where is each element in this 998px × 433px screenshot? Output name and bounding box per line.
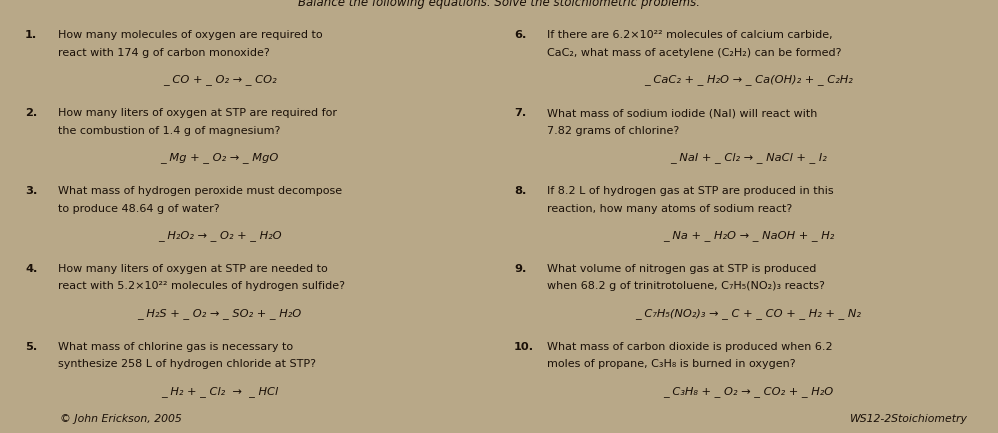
Text: _ C₃H₈ + _ O₂ → _ CO₂ + _ H₂O: _ C₃H₈ + _ O₂ → _ CO₂ + _ H₂O	[664, 386, 833, 397]
Text: 5.: 5.	[25, 342, 37, 352]
Text: What mass of sodium iodide (NaI) will react with: What mass of sodium iodide (NaI) will re…	[547, 108, 817, 118]
Text: CaC₂, what mass of acetylene (C₂H₂) can be formed?: CaC₂, what mass of acetylene (C₂H₂) can …	[547, 48, 841, 58]
Text: 8.: 8.	[514, 186, 526, 196]
Text: If there are 6.2×10²² molecules of calcium carbide,: If there are 6.2×10²² molecules of calci…	[547, 30, 832, 40]
Text: © John Erickson, 2005: © John Erickson, 2005	[60, 414, 182, 424]
Text: What mass of chlorine gas is necessary to: What mass of chlorine gas is necessary t…	[58, 342, 293, 352]
Text: 2.: 2.	[25, 108, 37, 118]
Text: _ CaC₂ + _ H₂O → _ Ca(OH)₂ + _ C₂H₂: _ CaC₂ + _ H₂O → _ Ca(OH)₂ + _ C₂H₂	[644, 74, 853, 85]
Text: _ C₇H₅(NO₂)₃ → _ C + _ CO + _ H₂ + _ N₂: _ C₇H₅(NO₂)₃ → _ C + _ CO + _ H₂ + _ N₂	[636, 308, 861, 319]
Text: the combustion of 1.4 g of magnesium?: the combustion of 1.4 g of magnesium?	[58, 126, 280, 136]
Text: 10.: 10.	[514, 342, 534, 352]
Text: _ H₂ + _ Cl₂  →  _ HCl: _ H₂ + _ Cl₂ → _ HCl	[161, 386, 278, 397]
Text: _ CO + _ O₂ → _ CO₂: _ CO + _ O₂ → _ CO₂	[163, 74, 276, 85]
Text: reaction, how many atoms of sodium react?: reaction, how many atoms of sodium react…	[547, 204, 792, 213]
Text: _ NaI + _ Cl₂ → _ NaCl + _ I₂: _ NaI + _ Cl₂ → _ NaCl + _ I₂	[670, 152, 827, 163]
Text: What mass of hydrogen peroxide must decompose: What mass of hydrogen peroxide must deco…	[58, 186, 342, 196]
Text: to produce 48.64 g of water?: to produce 48.64 g of water?	[58, 204, 220, 213]
Text: react with 174 g of carbon monoxide?: react with 174 g of carbon monoxide?	[58, 48, 269, 58]
Text: _ Na + _ H₂O → _ NaOH + _ H₂: _ Na + _ H₂O → _ NaOH + _ H₂	[663, 230, 834, 241]
Text: Balance the following equations. Solve the stoichiometric problems.: Balance the following equations. Solve t…	[298, 0, 700, 9]
Text: WS12-2Stoichiometry: WS12-2Stoichiometry	[850, 414, 968, 424]
Text: 7.: 7.	[514, 108, 526, 118]
Text: 1.: 1.	[25, 30, 37, 40]
Text: 4.: 4.	[25, 264, 37, 274]
Text: 9.: 9.	[514, 264, 526, 274]
Text: 3.: 3.	[25, 186, 37, 196]
Text: 7.82 grams of chlorine?: 7.82 grams of chlorine?	[547, 126, 680, 136]
Text: 6.: 6.	[514, 30, 526, 40]
Text: when 68.2 g of trinitrotoluene, C₇H₅(NO₂)₃ reacts?: when 68.2 g of trinitrotoluene, C₇H₅(NO₂…	[547, 281, 824, 291]
Text: How many liters of oxygen at STP are needed to: How many liters of oxygen at STP are nee…	[58, 264, 327, 274]
Text: How many liters of oxygen at STP are required for: How many liters of oxygen at STP are req…	[58, 108, 337, 118]
Text: If 8.2 L of hydrogen gas at STP are produced in this: If 8.2 L of hydrogen gas at STP are prod…	[547, 186, 833, 196]
Text: _ Mg + _ O₂ → _ MgO: _ Mg + _ O₂ → _ MgO	[161, 152, 278, 163]
Text: react with 5.2×10²² molecules of hydrogen sulfide?: react with 5.2×10²² molecules of hydroge…	[58, 281, 345, 291]
Text: How many molecules of oxygen are required to: How many molecules of oxygen are require…	[58, 30, 322, 40]
Text: What mass of carbon dioxide is produced when 6.2: What mass of carbon dioxide is produced …	[547, 342, 832, 352]
Text: moles of propane, C₃H₈ is burned in oxygen?: moles of propane, C₃H₈ is burned in oxyg…	[547, 359, 795, 369]
Text: _ H₂O₂ → _ O₂ + _ H₂O: _ H₂O₂ → _ O₂ + _ H₂O	[158, 230, 281, 241]
Text: _ H₂S + _ O₂ → _ SO₂ + _ H₂O: _ H₂S + _ O₂ → _ SO₂ + _ H₂O	[138, 308, 301, 319]
Text: synthesize 258 L of hydrogen chloride at STP?: synthesize 258 L of hydrogen chloride at…	[58, 359, 316, 369]
Text: What volume of nitrogen gas at STP is produced: What volume of nitrogen gas at STP is pr…	[547, 264, 816, 274]
